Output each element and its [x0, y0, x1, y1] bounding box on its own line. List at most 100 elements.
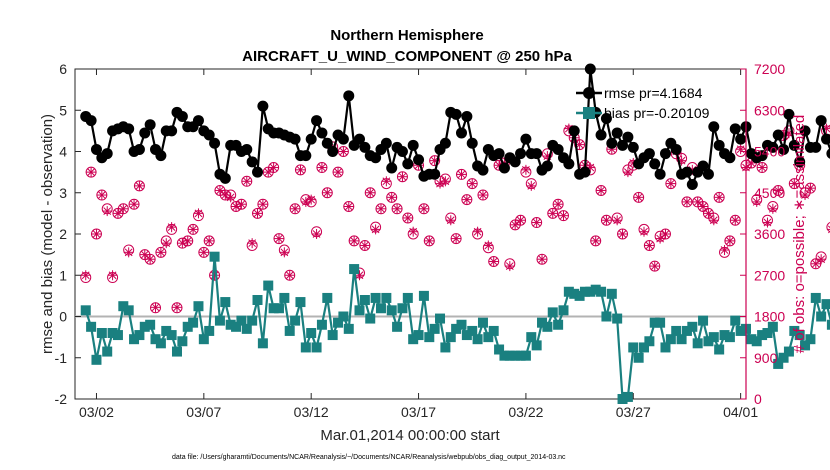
bias-point — [735, 325, 746, 336]
asterisk-stroke — [602, 216, 611, 225]
asterisk-stroke — [532, 218, 541, 227]
y-right-tick-label: 7200 — [754, 61, 785, 77]
asterisk-stroke — [666, 179, 675, 188]
obs-assimilated-point — [714, 192, 725, 203]
bias-point — [408, 334, 419, 345]
obs-assimilated-point — [810, 258, 821, 269]
obs-assimilated-point — [150, 302, 161, 313]
rmse-point — [772, 129, 784, 141]
bias-point — [698, 315, 709, 326]
bias-point — [773, 358, 784, 369]
obs-assimilated-point — [408, 226, 419, 237]
obs-assimilated-point — [639, 226, 650, 237]
asterisk-stroke — [634, 193, 643, 202]
asterisk-stroke — [409, 227, 418, 236]
asterisk-stroke — [312, 230, 321, 238]
asterisk-stroke — [704, 209, 713, 218]
asterisk-stroke — [248, 239, 257, 248]
rmse-point — [617, 139, 629, 151]
asterisk-stroke — [119, 204, 128, 213]
asterisk-stroke — [715, 193, 724, 202]
bias-point — [150, 334, 161, 345]
obs-assimilated-point — [440, 176, 451, 187]
y-tick-label: 6 — [59, 61, 67, 77]
bias-point — [719, 330, 730, 341]
obs-assimilated-point — [204, 235, 215, 246]
asterisk-stroke — [484, 241, 493, 250]
bias-point — [622, 391, 633, 402]
y-right-tick-label: 6300 — [754, 102, 785, 118]
rmse-point — [654, 168, 666, 180]
asterisk-stroke — [205, 236, 214, 245]
y-right-tick-label: 900 — [754, 350, 778, 366]
y-tick-label: -1 — [55, 350, 68, 366]
y-axis-right-label: # of obs: o=possible; ∗=assimilated — [791, 115, 808, 354]
rmse-point — [622, 131, 634, 143]
obs-assimilated-point — [703, 208, 714, 219]
bias-point — [724, 332, 735, 343]
rmse-point — [702, 168, 714, 180]
bias-point — [241, 323, 252, 334]
rmse-point — [300, 150, 312, 162]
obs-assimilated-point — [375, 203, 386, 214]
obs-possible-point — [826, 221, 830, 233]
obs-assimilated-point — [757, 162, 768, 173]
bias-point — [198, 334, 209, 345]
obs-assimilated-point — [735, 144, 746, 155]
bias-point — [107, 328, 118, 338]
asterisk-stroke — [108, 271, 117, 280]
rmse-point — [203, 129, 215, 141]
bias-point — [515, 350, 526, 361]
obs-assimilated-point — [247, 238, 258, 249]
bias-point — [488, 325, 499, 336]
bias-point — [499, 350, 510, 361]
asterisk-stroke — [146, 255, 155, 264]
obs-assimilated-point — [198, 247, 209, 258]
bias-point — [96, 328, 107, 338]
bias-point — [247, 315, 258, 326]
asterisk-stroke — [811, 259, 820, 268]
rmse-point — [257, 100, 269, 112]
bias-point — [306, 328, 317, 338]
obs-assimilated-point — [477, 190, 488, 201]
obs-assimilated-point — [800, 190, 811, 201]
asterisk-stroke — [226, 193, 235, 202]
rmse-point — [461, 110, 473, 122]
bias-point — [569, 288, 580, 299]
bias-point — [86, 321, 97, 332]
obs-assimilated-point — [257, 199, 268, 210]
asterisk-stroke — [457, 170, 466, 179]
rmse-point — [788, 139, 800, 151]
obs-assimilated-point — [112, 208, 123, 219]
bias-point — [612, 313, 623, 324]
y-right-tick-label: 3600 — [754, 226, 785, 242]
asterisk-stroke — [752, 198, 761, 206]
obs-assimilated-point — [333, 167, 344, 178]
asterisk-stroke — [334, 168, 342, 177]
rmse-point — [429, 168, 441, 180]
rmse-point — [133, 143, 145, 155]
obs-assimilated-point — [134, 180, 145, 191]
rmse-point — [439, 137, 451, 149]
rmse-point — [413, 154, 425, 166]
rmse-point — [627, 141, 639, 153]
bias-point — [692, 338, 703, 349]
bias-point — [553, 319, 564, 330]
rmse-point — [600, 113, 612, 124]
rmse-point — [794, 156, 806, 168]
obs-assimilated-point — [268, 162, 279, 173]
rmse-point — [579, 166, 591, 178]
obs-assimilated-point — [472, 226, 483, 237]
bias-point — [805, 334, 816, 345]
obs-assimilated-point — [322, 187, 333, 198]
bias-point — [435, 313, 446, 324]
bias-point — [402, 292, 413, 303]
asterisk-stroke — [425, 236, 434, 245]
y-tick-label: 5 — [59, 102, 67, 118]
bias-point — [365, 313, 376, 324]
bias-point — [252, 295, 263, 305]
obs-assimilated-point — [418, 203, 429, 214]
rmse-point — [466, 137, 478, 149]
bias-point — [429, 323, 440, 334]
